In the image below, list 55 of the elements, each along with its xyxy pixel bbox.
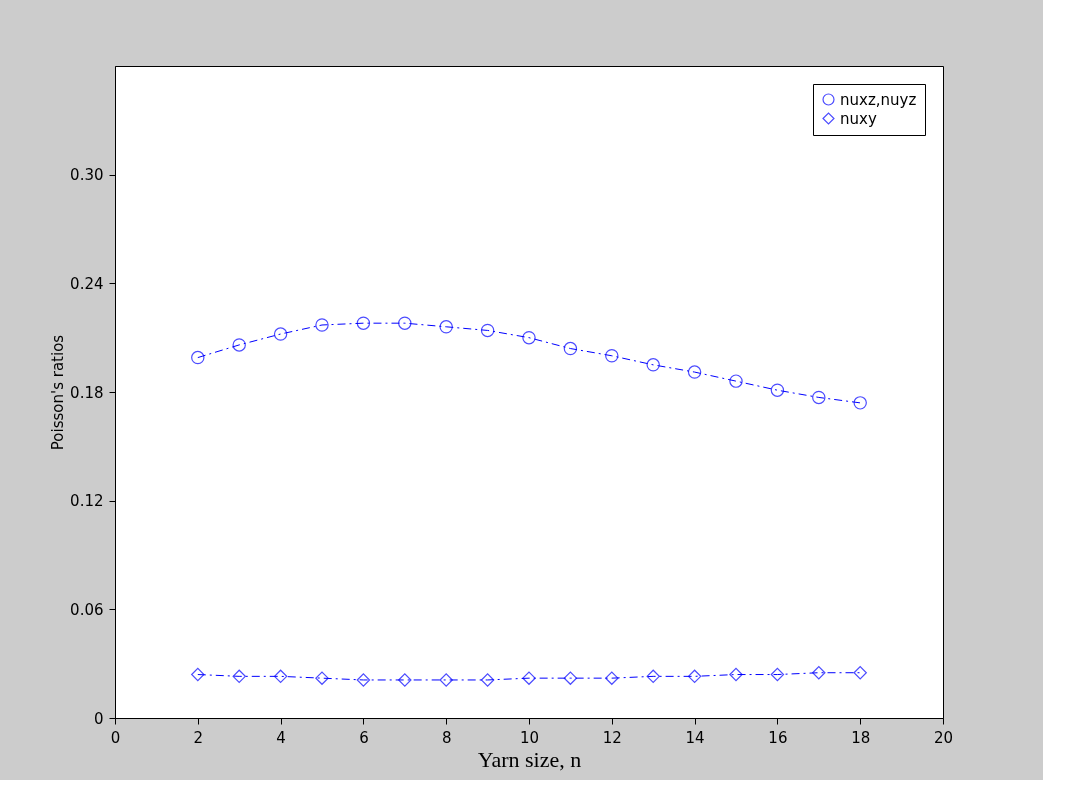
point: [232, 669, 246, 684]
point: [729, 667, 743, 682]
point: [439, 320, 453, 334]
y-tick-label: 0.24: [70, 274, 104, 293]
point: [398, 673, 412, 687]
x-tick-label: 4: [276, 728, 286, 747]
x-tick-label: 14: [685, 728, 705, 747]
point: [191, 350, 205, 365]
x-tick-label: 16: [768, 728, 788, 747]
point: [605, 671, 619, 685]
point: [273, 327, 288, 341]
point: [770, 383, 785, 397]
x-tick-label: 2: [193, 728, 204, 747]
point: [398, 316, 412, 330]
x-axis-title: Yarn size, n: [477, 746, 582, 772]
x-tick-label: 10: [519, 728, 540, 747]
point: [315, 318, 329, 332]
point: [770, 667, 785, 682]
point: [191, 667, 205, 682]
point: [563, 341, 578, 356]
point: [853, 396, 867, 410]
point: [315, 671, 329, 685]
point: [439, 673, 453, 687]
x-tick-label: 12: [602, 728, 622, 747]
point: [232, 338, 246, 352]
y-tick-label: 0.12: [70, 492, 104, 511]
point: [687, 365, 702, 379]
point: [563, 671, 578, 685]
legend-label: nuxz,nuyz: [840, 90, 917, 109]
point: [812, 666, 826, 680]
point: [356, 673, 371, 687]
point: [646, 669, 660, 684]
point: [480, 673, 495, 687]
point: [522, 330, 536, 345]
point: [687, 669, 702, 684]
point: [522, 671, 536, 685]
point: [480, 323, 495, 338]
legend-label: nuxy: [840, 109, 877, 128]
x-tick-label: 0: [110, 728, 121, 747]
x-tick-label: 18: [851, 728, 871, 747]
x-tick-label: 8: [441, 728, 452, 747]
point: [356, 316, 371, 330]
point: [273, 669, 288, 684]
y-tick-label: 0: [93, 709, 104, 728]
x-tick-label: 20: [933, 728, 954, 747]
point: [812, 390, 826, 405]
x-tick-label: 6: [359, 728, 369, 747]
point: [646, 358, 660, 372]
point: [729, 374, 743, 388]
point: [605, 349, 619, 363]
y-axis-title: Poisson's ratios: [49, 334, 68, 451]
y-tick-label: 0.06: [70, 600, 104, 619]
point: [853, 666, 867, 680]
y-tick-label: 0.18: [70, 383, 104, 402]
y-tick-label: 0.30: [70, 166, 104, 185]
